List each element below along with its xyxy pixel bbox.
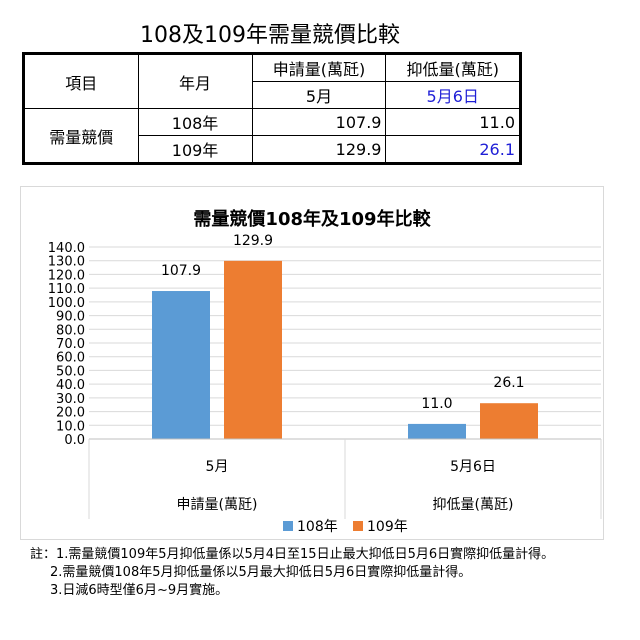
legend-swatch bbox=[283, 521, 293, 531]
row-year: 109年 bbox=[137, 135, 253, 164]
row-label: 需量競價 bbox=[23, 108, 139, 164]
legend-label: 108年 bbox=[297, 519, 338, 535]
y-tick-label: 100.0 bbox=[48, 296, 85, 311]
chart-container: 需量競價108年及109年比較 0.0 10.0 20.0 30.0 40.0 50.0 6… bbox=[20, 186, 604, 540]
row-apply: 107.9 bbox=[251, 108, 387, 136]
subheader-apply: 5月 bbox=[251, 81, 387, 109]
y-tick-label: 40.0 bbox=[56, 378, 85, 393]
y-tick-label: 50.0 bbox=[56, 364, 85, 379]
table-subheader-row: 5月 5月6日 bbox=[24, 81, 521, 109]
y-tick-label: 90.0 bbox=[56, 310, 85, 325]
x-group-label: 申請量(萬瓩) bbox=[177, 497, 258, 513]
y-tick-label: 130.0 bbox=[48, 255, 85, 270]
row-reduce: 26.1 bbox=[385, 135, 521, 164]
table-row: 需量競價 108年 107.9 11.0 bbox=[23, 108, 521, 164]
data-label: 11.0 bbox=[421, 396, 452, 412]
footnote-2: 2.需量競價108年5月抑低量係以5月最大抑低日5月6日實際抑低量計得。 bbox=[50, 565, 472, 580]
legend-label: 109年 bbox=[367, 519, 408, 535]
row-year: 108年 bbox=[137, 108, 253, 136]
data-label: 129.9 bbox=[233, 233, 273, 249]
footnote-3: 3.日減6時型僅6月~9月實施。 bbox=[50, 583, 229, 598]
table-row: 109年 129.9 26.1 bbox=[24, 135, 521, 164]
legend: 108年 109年 bbox=[283, 519, 408, 535]
bars bbox=[152, 260, 538, 439]
y-tick-label: 120.0 bbox=[48, 268, 85, 283]
bar bbox=[152, 291, 210, 439]
y-tick-label: 110.0 bbox=[48, 282, 85, 297]
row-apply: 129.9 bbox=[251, 135, 387, 164]
data-label: 26.1 bbox=[493, 375, 524, 391]
page-title: 108及109年需量競價比較 bbox=[140, 23, 400, 48]
bar bbox=[480, 403, 538, 439]
summary-table: 項目 年月 申請量(萬瓩) 抑低量(萬瓩) 5月 5月6日 需量競價 108年 … bbox=[22, 52, 522, 165]
y-tick-label: 30.0 bbox=[56, 392, 85, 407]
bar bbox=[408, 423, 466, 439]
y-tick-label: 70.0 bbox=[56, 337, 85, 352]
y-tick-label: 0.0 bbox=[64, 433, 85, 448]
chart-title: 需量競價108年及109年比較 bbox=[193, 208, 431, 230]
header-apply: 申請量(萬瓩) bbox=[251, 53, 387, 82]
subheader-reduce: 5月6日 bbox=[385, 81, 521, 109]
bar-chart: 需量競價108年及109年比較 0.010.020.030.040.050.06… bbox=[48, 208, 602, 535]
bar bbox=[224, 260, 282, 439]
legend-swatch bbox=[353, 521, 363, 531]
y-tick-label: 60.0 bbox=[56, 351, 85, 366]
data-labels: 107.9 11.0 129.9 26.1 bbox=[161, 233, 525, 412]
footnotes: 註：1.需量競價109年5月抑低量係以5月4日至15日止最大抑低日5月6日實際抑… bbox=[30, 546, 554, 600]
footnote-1: 註：1.需量競價109年5月抑低量係以5月4日至15日止最大抑低日5月6日實際抑… bbox=[30, 547, 555, 562]
y-tick-label: 20.0 bbox=[56, 406, 85, 421]
header-reduce: 抑低量(萬瓩) bbox=[385, 53, 521, 82]
x-tick-label: 5月6日 bbox=[450, 459, 496, 475]
header-item: 項目 bbox=[23, 53, 139, 109]
y-tick-label: 10.0 bbox=[56, 419, 85, 434]
y-axis-ticks: 0.010.020.030.040.050.060.070.080.090.01… bbox=[48, 241, 85, 448]
table-header-row: 項目 年月 申請量(萬瓩) 抑低量(萬瓩) bbox=[23, 53, 521, 109]
row-reduce: 11.0 bbox=[385, 108, 521, 136]
data-label: 107.9 bbox=[161, 263, 201, 279]
x-tick-label: 5月 bbox=[206, 459, 229, 475]
y-tick-label: 140.0 bbox=[48, 241, 85, 256]
header-month: 年月 bbox=[137, 53, 253, 109]
y-tick-label: 80.0 bbox=[56, 323, 85, 338]
x-group-label: 抑低量(萬瓩) bbox=[433, 497, 514, 513]
